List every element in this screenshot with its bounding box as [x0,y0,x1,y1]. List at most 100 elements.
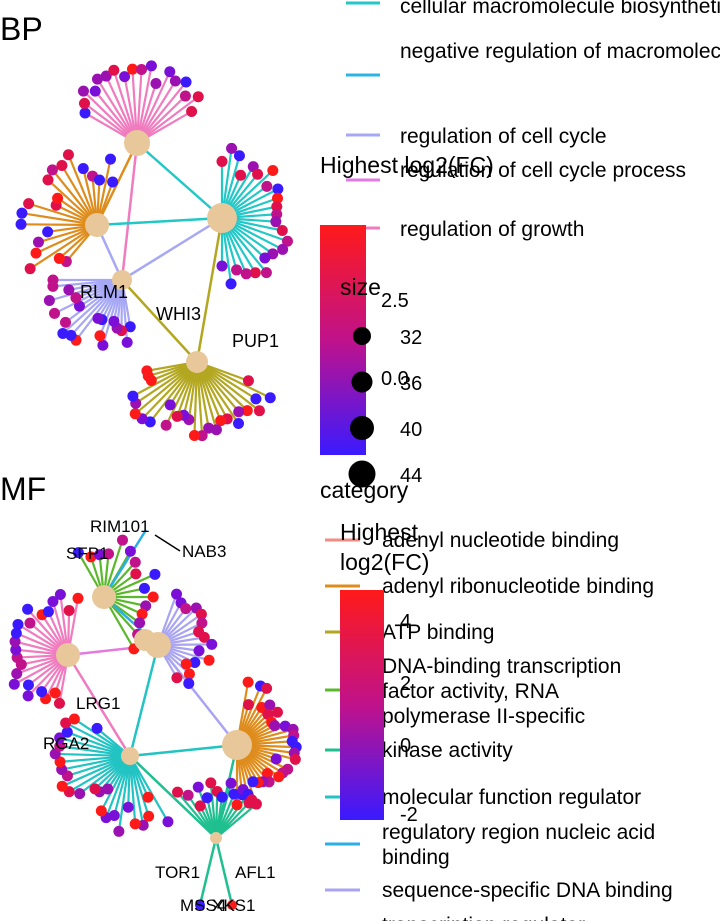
gene-node [22,690,34,702]
legend-label: sequence-specific DNA binding [382,879,673,902]
network-edge [136,81,187,144]
gene-node [9,636,21,648]
gene-node [196,430,208,442]
term-hub-node [207,203,237,233]
gene-node [42,606,54,618]
bp-fc-tick: 2.5 [381,290,409,312]
mf-gene-label: RGA2 [43,734,89,753]
network-edge [129,755,169,823]
bp-fc-legend: Highest log2(FC) 2.5 0.0 [320,152,494,455]
network-edge [209,782,218,839]
gene-node [281,235,293,247]
gene-node [57,327,69,339]
gene-node [240,268,252,280]
gene-node [206,638,218,650]
gene-node [73,300,85,312]
gene-node [97,339,109,351]
gene-node [74,788,86,800]
gene-node [15,218,27,230]
gene-node [24,263,36,275]
network-edge [128,755,145,826]
mf-fc-tick: 0 [400,735,411,757]
gene-node [196,617,208,629]
gene-node [32,236,44,248]
gene-node [61,726,73,738]
gene-node [53,252,65,264]
network-edge [120,142,139,281]
gene-node [203,422,215,434]
network-edge [128,755,150,817]
gene-node [182,789,194,801]
network-edge [79,755,131,795]
gene-node [277,243,289,255]
mf-title: MF [0,471,46,507]
bp-nodes [15,60,293,442]
gene-node [259,252,271,264]
network-edge [128,755,137,824]
size-key-40 [350,416,374,440]
network-edge [141,361,198,420]
network-edge [157,644,238,746]
network-edge [195,361,218,431]
gene-node [56,160,68,172]
gene-node [225,278,237,290]
gene-node [24,617,36,629]
network-edge [149,361,198,423]
mf-gene-label: XKS1 [212,896,255,915]
size-key-44 [348,460,376,488]
network-edge [214,744,239,839]
size-key-36 [351,371,373,393]
mf-gene-labels: RIM101 SFP1 NAB3 LRG1 RGA2 TOR1 AFL1 MSS… [43,517,276,915]
network-edge [134,361,198,415]
gene-node [143,810,155,822]
gene-node [242,699,254,711]
gene-node [192,91,204,103]
gene-node [12,618,24,630]
mf-fc-tick: 2 [400,673,411,695]
gene-node [171,672,183,684]
gene-node [47,274,59,286]
gene-node [164,399,176,411]
gene-node [270,753,282,765]
gene-node [95,805,107,817]
network-edge [65,721,131,757]
gene-node [107,176,119,188]
network-edge [21,223,98,227]
mf-fc-legend: Highest log2(FC) 4 2 0 -2 [340,519,429,826]
gene-node [70,292,82,304]
gene-node [93,174,105,186]
network-edge [195,361,210,429]
bp-gene-labels: RLM1 WHI3 PUP1 [80,282,279,351]
gene-node [272,192,284,204]
gene-node [164,66,176,78]
network-edge [136,71,171,144]
gene-node [54,756,66,768]
gene-node [85,551,97,563]
network-edge [54,279,123,315]
legend-label: regulation of cell cycle process [400,159,686,182]
mf-fc-tick: 4 [400,611,411,633]
network-edge [61,754,131,771]
gene-node [272,183,284,195]
gene-node [261,767,273,779]
gene-node [216,791,228,803]
gene-node [147,591,159,603]
gene-node [121,336,133,348]
term-hub-node [112,270,132,290]
gene-node [216,260,228,272]
network-edge [61,754,131,788]
network-edge [198,837,218,906]
gene-node [105,153,117,165]
mf-panel: MF RIM101 SFP1 NAB3 LRG1 RGA2 TOR1 AFL1 … [0,471,302,915]
gene-node [198,631,210,643]
gene-node [145,60,157,72]
gene-node [16,207,28,219]
legend-label-partial: transcription regulator [382,914,585,921]
legend-label-line: DNA-binding transcription [382,655,621,678]
mf-gene-label: NAB3 [182,542,226,561]
term-hub-node [210,832,222,844]
gene-node [235,169,247,181]
gene-node [260,267,272,279]
gene-node [54,588,66,600]
network-edge [67,154,99,226]
